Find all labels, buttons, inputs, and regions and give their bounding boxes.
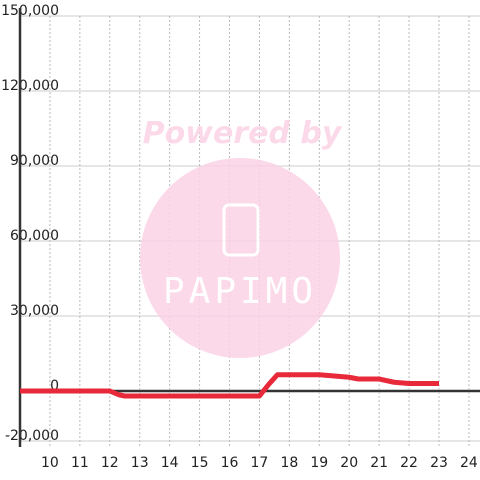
watermark-logo: PAPIMO [163,271,317,312]
x-tick-label: 11 [71,455,89,471]
y-tick-label: 30,000 [10,303,59,319]
x-tick-label: 15 [191,455,209,471]
watermark-phone [222,203,260,257]
x-tick-label: 14 [161,455,179,471]
watermark-text: Powered by [143,116,343,151]
x-tick-label: 13 [131,455,149,471]
x-tick-label: 16 [221,455,239,471]
x-tick-label: 23 [430,455,448,471]
y-tick-label: 60,000 [10,228,59,244]
plot: -20,000 0 30,000 60,000 90,000 120,000 150,000… [1,3,478,471]
y-tick-label: 0 [50,378,59,394]
y-tick-label: 90,000 [10,153,59,169]
x-tick-label: 12 [101,455,119,471]
y-tick-label: 150,000 [1,3,59,19]
y-tick-label: 120,000 [1,78,59,94]
x-tick-label: 10 [41,455,59,471]
x-tick-label: 19 [310,455,328,471]
x-tick-label: 21 [370,455,388,471]
x-tick-label: 22 [400,455,418,471]
x-tick-label: 20 [340,455,358,471]
x-tick-label: 17 [251,455,269,471]
x-tick-label: 24 [460,455,478,471]
watermark-circle [140,158,340,358]
watermark: Powered by PAPIMO [140,116,343,358]
x-tick-label: 18 [280,455,298,471]
y-tick-label: -20,000 [5,428,59,444]
line-series [20,372,439,399]
